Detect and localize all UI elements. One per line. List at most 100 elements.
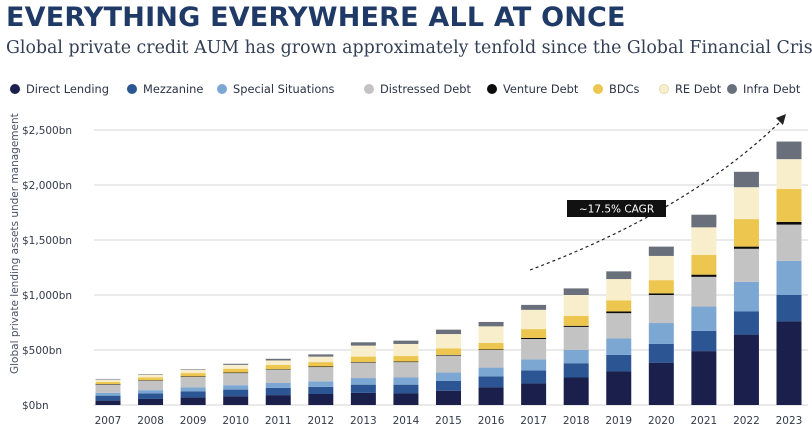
legend-swatch <box>727 84 737 94</box>
bar-segment-re-debt <box>648 255 674 281</box>
bar-segment-infra-debt <box>776 141 802 160</box>
bar-segment-re-debt <box>436 334 461 349</box>
bar-segment-infra-debt <box>308 354 334 357</box>
bar-segment-bdcs <box>691 254 717 275</box>
legend-item-re-debt: RE Debt <box>659 82 721 96</box>
x-tick-label: 2009 <box>180 415 207 427</box>
legend-item-distressed-debt: Distressed Debt <box>364 82 471 96</box>
bar-segment-direct-lending <box>733 334 759 405</box>
bar-segment-re-debt <box>95 379 121 382</box>
bar-segment-special-situations <box>521 359 547 371</box>
bar-segment-infra-debt <box>138 374 164 375</box>
bar-segment-mezzanine <box>733 311 759 335</box>
x-tick-label: 2007 <box>95 415 122 427</box>
bar-segment-special-situations <box>648 323 674 344</box>
bar-segment-re-debt <box>521 309 547 330</box>
bar-segment-venture-debt <box>521 337 547 339</box>
bar-segment-direct-lending <box>436 390 461 405</box>
bar-segment-bdcs <box>350 356 376 363</box>
bar-segment-direct-lending <box>223 396 249 405</box>
legend-label: BDCs <box>609 82 640 96</box>
bar-segment-direct-lending <box>776 321 802 405</box>
x-tick-label: 2011 <box>265 415 292 427</box>
x-tick-label: 2014 <box>393 415 420 427</box>
chart-title: EVERYTHING EVERYWHERE ALL AT ONCE <box>6 2 626 33</box>
bar-segment-mezzanine <box>138 393 164 399</box>
y-tick-label: $1,500bn <box>22 235 72 247</box>
bar-segment-bdcs <box>95 381 121 385</box>
bar-segment-direct-lending <box>95 400 121 405</box>
bar-segment-special-situations <box>563 350 589 364</box>
bar-segment-distressed-debt <box>265 369 291 383</box>
bar-segment-distressed-debt <box>521 339 547 360</box>
legend-item-bdcs: BDCs <box>593 82 639 96</box>
bar-segment-infra-debt <box>478 321 504 327</box>
bar-segment-special-situations <box>606 338 632 355</box>
x-tick-label: 2023 <box>776 415 803 427</box>
bar-segment-special-situations <box>265 383 291 388</box>
bar-segment-bdcs <box>563 315 589 326</box>
bar-segment-infra-debt <box>95 379 121 380</box>
cagr-label: ~17.5% CAGR <box>579 204 654 216</box>
bar-segment-mezzanine <box>350 384 376 393</box>
bar-segment-re-debt <box>350 345 376 357</box>
bar-segment-special-situations <box>393 377 419 385</box>
bar-segment-venture-debt <box>733 246 759 249</box>
y-tick-label: $0bn <box>22 400 49 412</box>
bar-segment-direct-lending <box>521 383 547 405</box>
bar-segment-infra-debt <box>180 369 206 370</box>
bar-segment-direct-lending <box>648 362 674 405</box>
legend-label: Venture Debt <box>503 82 579 96</box>
bar-segment-bdcs <box>223 368 249 373</box>
bar-segment-special-situations <box>691 306 717 331</box>
bar-segment-infra-debt <box>350 342 376 346</box>
bar-segment-mezzanine <box>180 391 206 398</box>
bar-segment-infra-debt <box>733 171 759 188</box>
bar-segment-mezzanine <box>691 330 717 352</box>
bar-segment-distressed-debt <box>776 224 802 261</box>
bar-segment-bdcs <box>648 280 674 294</box>
x-tick-label: 2012 <box>307 415 334 427</box>
legend-item-special-situations: Special Situations <box>217 82 334 96</box>
bar-segment-distressed-debt <box>138 380 164 391</box>
legend-item-venture-debt: Venture Debt <box>487 82 578 96</box>
bar-segment-venture-debt <box>393 361 419 363</box>
bar-segment-bdcs <box>308 362 334 367</box>
bar-segment-re-debt <box>223 364 249 369</box>
y-tick-label: $2,000bn <box>22 180 72 192</box>
x-tick-label: 2008 <box>137 415 164 427</box>
bar-segment-bdcs <box>180 373 206 377</box>
bar-segment-bdcs <box>521 329 547 338</box>
legend-label: Infra Debt <box>743 82 801 96</box>
bar-segment-direct-lending <box>308 394 334 405</box>
chart-subtitle: Global private credit AUM has grown appr… <box>6 38 812 58</box>
bar-segment-direct-lending <box>563 377 589 405</box>
bar-segment-bdcs <box>393 356 419 362</box>
legend-label: Direct Lending <box>26 82 109 96</box>
bar-segment-special-situations <box>478 367 504 377</box>
bar-segment-re-debt <box>180 369 206 374</box>
bar-segment-direct-lending <box>691 351 717 405</box>
bar-segment-distressed-debt <box>393 362 419 378</box>
legend-item-direct-lending: Direct Lending <box>10 82 109 96</box>
bar-segment-venture-debt <box>691 274 717 277</box>
legend-item-mezzanine: Mezzanine <box>127 82 203 96</box>
bar-segment-venture-debt <box>350 362 376 363</box>
bar-segment-re-debt <box>563 295 589 316</box>
bar-segment-direct-lending <box>265 395 291 405</box>
bar-segment-mezzanine <box>223 389 249 397</box>
bar-segment-venture-debt <box>95 384 121 385</box>
bar-segment-re-debt <box>478 326 504 343</box>
bar-segment-re-debt <box>776 159 802 189</box>
bar-segment-distressed-debt <box>478 350 504 368</box>
bar-segment-venture-debt <box>180 376 206 377</box>
x-tick-label: 2018 <box>563 415 590 427</box>
bar-segment-distressed-debt <box>691 276 717 307</box>
bar-segment-infra-debt <box>265 358 291 361</box>
x-tick-label: 2015 <box>435 415 462 427</box>
bar-segment-distressed-debt <box>180 376 206 388</box>
bar-segment-special-situations <box>436 372 461 381</box>
y-tick-label: $500bn <box>22 345 62 357</box>
legend-swatch <box>364 84 374 94</box>
